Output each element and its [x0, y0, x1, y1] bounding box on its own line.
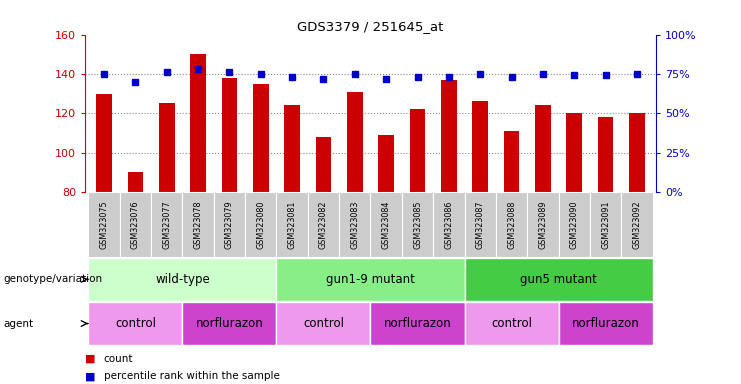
Bar	[88, 302, 182, 345]
Bar	[465, 258, 653, 301]
Bar	[347, 92, 362, 192]
Text: GSM323080: GSM323080	[256, 200, 265, 249]
Bar	[441, 80, 456, 192]
Text: control: control	[491, 317, 532, 330]
Bar	[127, 172, 143, 192]
Text: percentile rank within the sample: percentile rank within the sample	[104, 371, 279, 381]
Text: ■: ■	[85, 371, 96, 381]
Bar	[590, 192, 621, 257]
Bar	[370, 302, 465, 345]
Bar	[410, 109, 425, 192]
Bar	[285, 106, 300, 192]
Bar	[370, 192, 402, 257]
Text: GSM323081: GSM323081	[288, 200, 296, 249]
Text: genotype/variation: genotype/variation	[4, 274, 103, 285]
Text: GSM323079: GSM323079	[225, 200, 234, 249]
Bar	[88, 192, 120, 257]
Bar	[222, 78, 237, 192]
Bar	[535, 106, 551, 192]
Text: wild-type: wild-type	[155, 273, 210, 286]
Bar	[276, 302, 370, 345]
Bar	[559, 192, 590, 257]
Bar	[308, 192, 339, 257]
Bar	[504, 131, 519, 192]
Text: agent: agent	[4, 318, 34, 329]
Text: norflurazon: norflurazon	[196, 317, 263, 330]
Bar	[182, 302, 276, 345]
Bar	[598, 117, 614, 192]
Text: GSM323089: GSM323089	[539, 200, 548, 249]
Text: count: count	[104, 354, 133, 364]
Text: GSM323076: GSM323076	[131, 200, 140, 249]
Text: control: control	[115, 317, 156, 330]
Title: GDS3379 / 251645_at: GDS3379 / 251645_at	[297, 20, 444, 33]
Text: GSM323086: GSM323086	[445, 200, 453, 249]
Bar	[339, 192, 370, 257]
Bar	[245, 192, 276, 257]
Bar	[96, 94, 112, 192]
Text: gun5 mutant: gun5 mutant	[520, 273, 597, 286]
Text: gun1-9 mutant: gun1-9 mutant	[326, 273, 415, 286]
Bar	[621, 192, 653, 257]
Text: ■: ■	[85, 354, 96, 364]
Text: GSM323090: GSM323090	[570, 200, 579, 249]
Bar	[566, 113, 582, 192]
Bar	[496, 192, 528, 257]
Text: GSM323092: GSM323092	[633, 200, 642, 249]
Bar	[88, 258, 276, 301]
Bar	[151, 192, 182, 257]
Bar	[276, 258, 465, 301]
Bar	[528, 192, 559, 257]
Text: norflurazon: norflurazon	[572, 317, 639, 330]
Bar	[316, 137, 331, 192]
Bar	[402, 192, 433, 257]
Bar	[120, 192, 151, 257]
Text: GSM323087: GSM323087	[476, 200, 485, 249]
Bar	[629, 113, 645, 192]
Text: GSM323077: GSM323077	[162, 200, 171, 249]
Text: GSM323075: GSM323075	[99, 200, 108, 249]
Text: norflurazon: norflurazon	[384, 317, 451, 330]
Text: GSM323078: GSM323078	[193, 200, 202, 249]
Text: GSM323085: GSM323085	[413, 200, 422, 249]
Bar	[472, 101, 488, 192]
Text: GSM323088: GSM323088	[507, 200, 516, 249]
Bar	[433, 192, 465, 257]
Text: control: control	[303, 317, 344, 330]
Text: GSM323091: GSM323091	[601, 200, 610, 249]
Bar	[379, 135, 394, 192]
Bar	[465, 192, 496, 257]
Bar	[182, 192, 213, 257]
Bar	[559, 302, 653, 345]
Bar	[213, 192, 245, 257]
Text: GSM323084: GSM323084	[382, 200, 391, 249]
Bar	[465, 302, 559, 345]
Bar	[253, 84, 268, 192]
Text: GSM323083: GSM323083	[350, 200, 359, 249]
Bar	[159, 103, 175, 192]
Bar	[276, 192, 308, 257]
Text: GSM323082: GSM323082	[319, 200, 328, 249]
Bar	[190, 54, 206, 192]
